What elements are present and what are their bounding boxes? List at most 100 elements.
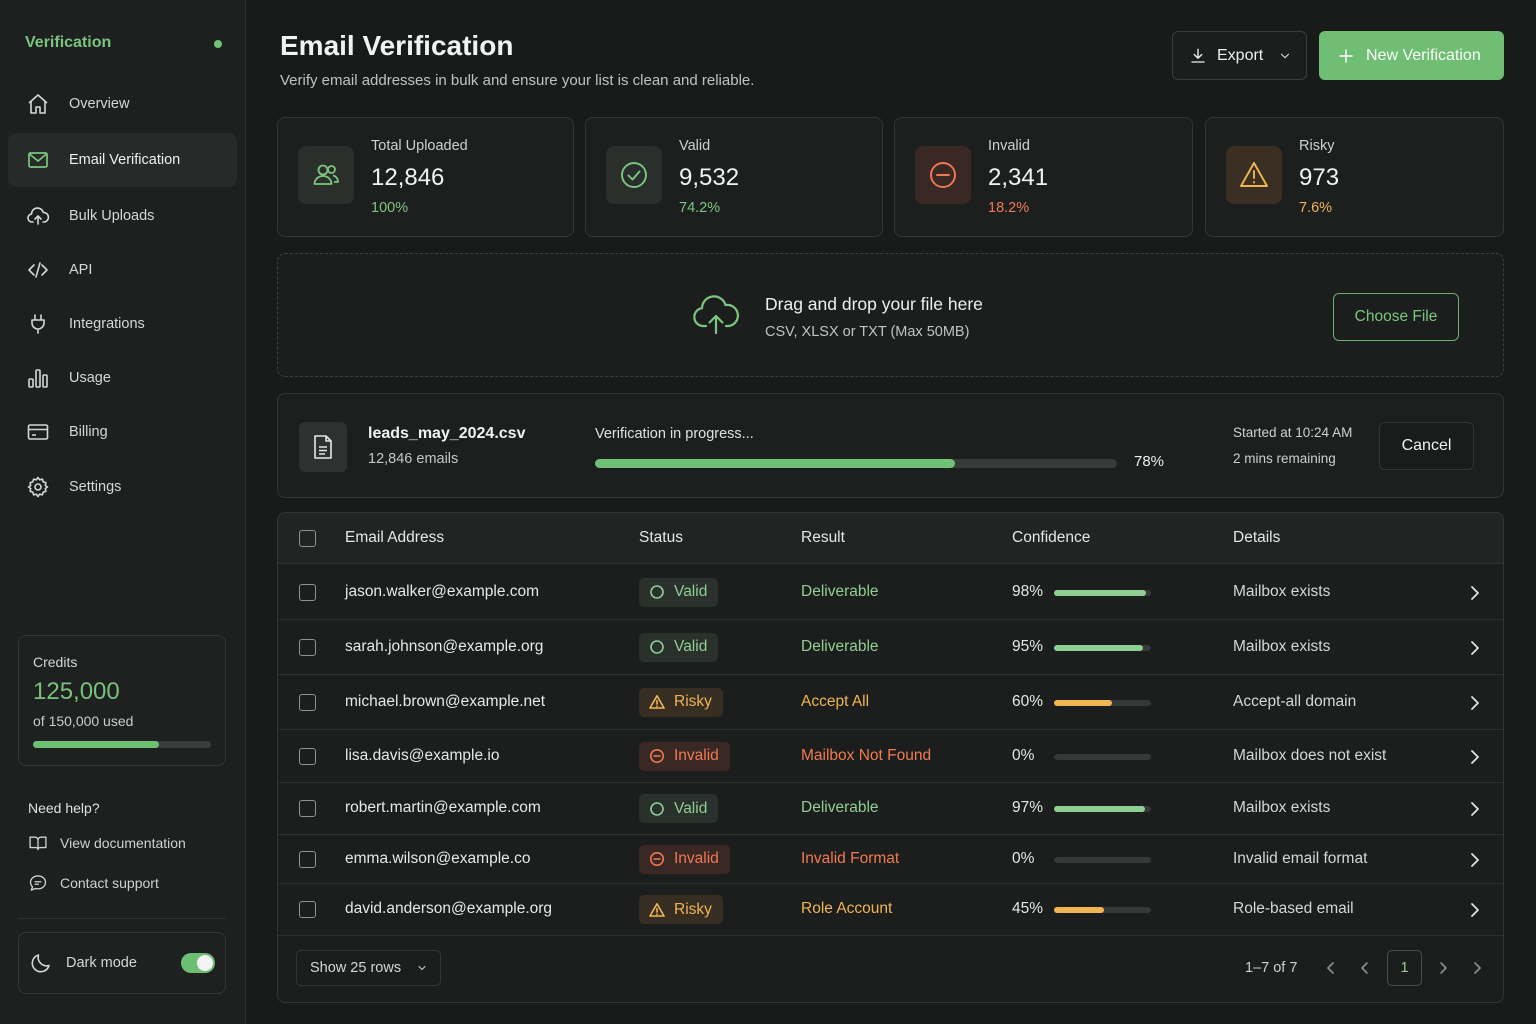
- confidence-bar-fill: [1054, 699, 1113, 706]
- details-text: Mailbox exists: [1233, 582, 1331, 600]
- sidebar-item-usage[interactable]: Usage: [8, 351, 237, 405]
- row-checkbox[interactable]: [299, 693, 316, 711]
- table-row[interactable]: michael.brown@example.net Risky Accept All…: [278, 675, 1503, 730]
- stat-icon-box: [298, 146, 354, 204]
- export-button[interactable]: Export: [1172, 31, 1307, 80]
- sidebar-divider: [18, 918, 226, 919]
- email-address: david.anderson@example.org: [345, 900, 553, 917]
- cloud-upload-icon: [693, 295, 739, 335]
- chevron-right-icon[interactable]: [1469, 902, 1481, 918]
- confidence-value: 97%: [1012, 799, 1044, 816]
- select-all-checkbox[interactable]: [299, 530, 316, 547]
- valid-status-icon: [650, 640, 664, 654]
- stat-label: Total Uploaded: [371, 138, 468, 154]
- help-title: Need help?: [28, 800, 100, 816]
- mail-icon: [28, 152, 48, 168]
- column-header-details[interactable]: Details: [1233, 529, 1281, 546]
- chevron-right-icon[interactable]: [1469, 640, 1481, 656]
- contact-support-link[interactable]: Contact support: [28, 872, 159, 894]
- rows-per-page-label: Show 25 rows: [310, 960, 402, 976]
- details-text: Role-based email: [1233, 900, 1354, 917]
- chevron-right-icon[interactable]: [1469, 852, 1481, 868]
- result-text: Mailbox Not Found: [801, 746, 932, 764]
- row-checkbox[interactable]: [299, 901, 316, 918]
- row-checkbox[interactable]: [299, 850, 316, 868]
- stat-percent: 100%: [371, 200, 409, 216]
- last-page-icon[interactable]: [1470, 960, 1484, 976]
- column-header-status[interactable]: Status: [639, 529, 683, 546]
- sidebar-item-email-verification[interactable]: Email Verification: [8, 133, 237, 187]
- file-dropzone[interactable]: Drag and drop your file here CSV, XLSX o…: [277, 253, 1504, 377]
- row-checkbox[interactable]: [299, 583, 316, 601]
- stat-card-total: Total Uploaded 12,846 100%: [277, 117, 574, 237]
- new-verification-button[interactable]: New Verification: [1319, 31, 1504, 80]
- status-label: Invalid: [674, 747, 719, 764]
- brand-title: Verification: [25, 34, 112, 51]
- sidebar-item-label: Email Verification: [69, 152, 181, 168]
- pagination-info: 1–7 of 7: [1245, 960, 1298, 976]
- table-row[interactable]: david.anderson@example.org Risky Role Acco…: [278, 884, 1503, 936]
- chat-icon: [29, 875, 47, 891]
- chevron-right-icon[interactable]: [1469, 695, 1481, 711]
- verification-progress-card: leads_may_2024.csv 12,846 emails Verific…: [277, 393, 1504, 498]
- table-row[interactable]: lisa.davis@example.io Invalid Mailbox Not …: [278, 730, 1503, 783]
- cancel-button[interactable]: Cancel: [1379, 422, 1474, 470]
- sidebar-item-integrations[interactable]: Integrations: [8, 297, 237, 351]
- stat-icon-box: [606, 146, 662, 204]
- results-table: Email Address Status Result Confidence D…: [277, 512, 1504, 1003]
- table-row[interactable]: robert.martin@example.com Valid Deliverabl…: [278, 783, 1503, 835]
- table-footer: Show 25 rows 1–7 of 7 1: [278, 936, 1503, 1002]
- page-number-button[interactable]: 1: [1387, 950, 1422, 986]
- plus-icon: [1339, 48, 1353, 63]
- sidebar-item-label: Settings: [69, 479, 122, 495]
- first-page-icon[interactable]: [1324, 960, 1338, 976]
- file-icon-box: [299, 422, 347, 472]
- row-checkbox[interactable]: [299, 800, 316, 817]
- result-text: Deliverable: [801, 582, 879, 600]
- status-badge: Valid: [639, 577, 719, 607]
- sidebar: Verification Overview Email Verification…: [0, 0, 246, 1024]
- row-checkbox[interactable]: [299, 747, 316, 765]
- column-header-result[interactable]: Result: [801, 529, 845, 546]
- view-documentation-link[interactable]: View documentation: [28, 832, 186, 854]
- next-page-icon[interactable]: [1436, 960, 1450, 976]
- dark-mode-toggle[interactable]: [181, 953, 215, 973]
- stat-card-invalid: Invalid 2,341 18.2%: [894, 117, 1193, 237]
- dropzone-subtitle: CSV, XLSX or TXT (Max 50MB): [765, 324, 970, 340]
- sidebar-item-api[interactable]: API: [8, 243, 237, 297]
- table-row[interactable]: sarah.johnson@example.org Valid Deliverabl…: [278, 620, 1503, 675]
- confidence-bar: [1054, 806, 1151, 812]
- table-row[interactable]: emma.wilson@example.co Invalid Invalid For…: [278, 835, 1503, 884]
- sidebar-item-bulk-uploads[interactable]: Bulk Uploads: [8, 189, 237, 243]
- column-header-confidence[interactable]: Confidence: [1012, 529, 1091, 546]
- result-text: Deliverable: [801, 799, 879, 816]
- book-icon: [29, 836, 47, 851]
- column-header-email[interactable]: Email Address: [345, 529, 445, 546]
- rows-per-page-select[interactable]: Show 25 rows: [296, 950, 441, 986]
- choose-file-button[interactable]: Choose File: [1333, 293, 1459, 341]
- chevron-right-icon[interactable]: [1469, 749, 1481, 765]
- stat-icon-box: [1226, 146, 1282, 204]
- status-badge: Risky: [639, 687, 723, 717]
- row-checkbox[interactable]: [299, 638, 316, 656]
- chevron-down-icon: [418, 966, 426, 970]
- result-text: Accept All: [801, 692, 870, 710]
- warning-icon: [649, 695, 665, 709]
- stat-card-risky: Risky 973 7.6%: [1205, 117, 1504, 237]
- chevron-right-icon[interactable]: [1469, 585, 1481, 601]
- previous-page-icon[interactable]: [1358, 960, 1372, 976]
- status-label: Invalid: [674, 850, 719, 867]
- new-verification-label: New Verification: [1366, 46, 1481, 64]
- help-support-label: Contact support: [60, 875, 159, 891]
- sidebar-item-settings[interactable]: Settings: [8, 460, 237, 514]
- table-row[interactable]: jason.walker@example.com Valid Deliverable…: [278, 565, 1503, 620]
- sidebar-item-overview[interactable]: Overview: [8, 77, 237, 131]
- stat-card-valid: Valid 9,532 74.2%: [585, 117, 883, 237]
- confidence-bar: [1054, 753, 1151, 760]
- sidebar-item-billing[interactable]: Billing: [8, 405, 237, 459]
- confidence-value: 0%: [1012, 746, 1035, 764]
- confidence-bar-fill: [1054, 806, 1146, 812]
- stat-percent: 74.2%: [679, 200, 721, 216]
- chevron-right-icon[interactable]: [1469, 801, 1481, 817]
- status-label: Valid: [674, 638, 708, 655]
